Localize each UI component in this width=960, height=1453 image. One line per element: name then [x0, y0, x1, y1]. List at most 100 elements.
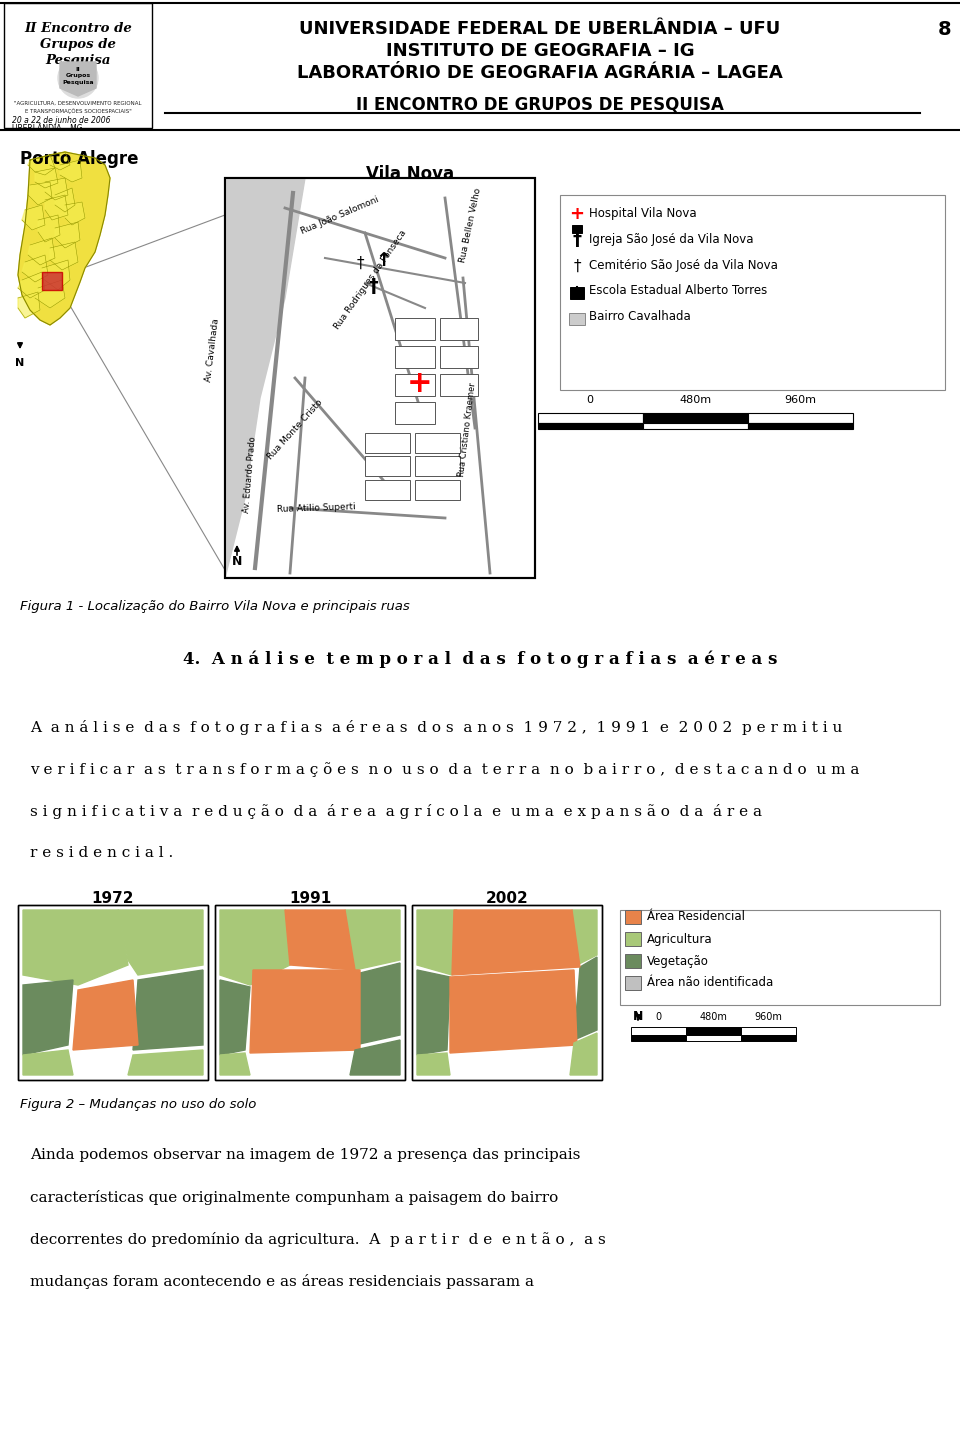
- Text: 20 a 22 de junho de 2006: 20 a 22 de junho de 2006: [12, 116, 110, 125]
- Polygon shape: [417, 1053, 450, 1075]
- Text: N: N: [15, 357, 25, 368]
- Polygon shape: [220, 910, 290, 985]
- Polygon shape: [35, 169, 58, 187]
- Text: Vila Nova: Vila Nova: [366, 166, 454, 183]
- Polygon shape: [452, 910, 580, 975]
- Polygon shape: [38, 215, 60, 243]
- Text: INSTITUTO DE GEOGRAFIA – IG: INSTITUTO DE GEOGRAFIA – IG: [386, 42, 694, 60]
- Bar: [415, 456, 460, 477]
- Text: +: +: [407, 369, 433, 398]
- Text: Agricultura: Agricultura: [647, 933, 712, 946]
- Text: mudanças foram acontecendo e as áreas residenciais passaram a: mudanças foram acontecendo e as áreas re…: [30, 1274, 534, 1289]
- Bar: [412, 905, 602, 1080]
- Polygon shape: [28, 182, 52, 205]
- Text: 8: 8: [938, 20, 951, 39]
- Text: v e r i f i c a r  a s  t r a n s f o r m a ç õ e s  n o  u s o  d a  t e r r a : v e r i f i c a r a s t r a n s f o r m …: [30, 761, 859, 777]
- Polygon shape: [18, 272, 45, 298]
- Polygon shape: [417, 910, 457, 975]
- Text: UBERLÂNDIA – MG: UBERLÂNDIA – MG: [12, 124, 83, 134]
- Polygon shape: [350, 1040, 400, 1075]
- Text: Grupos de: Grupos de: [40, 38, 116, 51]
- Bar: [748, 413, 853, 423]
- Text: †: †: [573, 259, 581, 273]
- Bar: [225, 179, 535, 578]
- Polygon shape: [450, 971, 577, 1053]
- Bar: [569, 312, 585, 325]
- Text: LABORATÓRIO DE GEOGRAFIA AGRÁRIA – LAGEA: LABORATÓRIO DE GEOGRAFIA AGRÁRIA – LAGEA: [298, 64, 782, 81]
- Polygon shape: [22, 205, 45, 230]
- Polygon shape: [35, 280, 65, 308]
- Bar: [415, 479, 460, 500]
- Text: 960m: 960m: [754, 1011, 782, 1021]
- Bar: [415, 433, 460, 453]
- Bar: [365, 456, 410, 477]
- Bar: [395, 402, 435, 424]
- Bar: [643, 413, 748, 423]
- Polygon shape: [50, 153, 70, 170]
- Text: Av. Eduardo Prado: Av. Eduardo Prado: [242, 436, 258, 513]
- Polygon shape: [574, 958, 597, 1040]
- Bar: [440, 346, 478, 368]
- Polygon shape: [572, 910, 597, 965]
- Bar: [215, 905, 405, 1080]
- Polygon shape: [18, 292, 40, 318]
- Polygon shape: [42, 260, 70, 291]
- Polygon shape: [55, 187, 75, 212]
- Text: 2002: 2002: [486, 891, 528, 907]
- Bar: [538, 423, 643, 429]
- Text: 480m: 480m: [699, 1011, 727, 1021]
- Text: ↑: ↑: [374, 250, 391, 269]
- Bar: [395, 318, 435, 340]
- Text: Ainda podemos observar na imagem de 1972 a presença das principais: Ainda podemos observar na imagem de 1972…: [30, 1148, 581, 1162]
- Text: †: †: [356, 256, 364, 270]
- Bar: [625, 976, 641, 989]
- Text: Rua Monte Cristo: Rua Monte Cristo: [266, 398, 324, 462]
- Bar: [631, 1027, 686, 1035]
- Bar: [625, 931, 641, 946]
- Polygon shape: [285, 910, 355, 971]
- Text: 960m: 960m: [784, 395, 816, 405]
- Bar: [440, 318, 478, 340]
- Text: Área não identificada: Área não identificada: [647, 976, 773, 989]
- Polygon shape: [250, 971, 360, 1053]
- Polygon shape: [417, 971, 450, 1055]
- Text: Área Residencial: Área Residencial: [647, 911, 745, 924]
- Bar: [741, 1035, 796, 1040]
- Bar: [631, 1035, 686, 1040]
- Bar: [570, 288, 584, 299]
- Bar: [4, 3, 152, 128]
- Text: Pesquisa: Pesquisa: [45, 54, 110, 67]
- Polygon shape: [23, 1051, 73, 1075]
- Text: Vegetação: Vegetação: [647, 955, 708, 968]
- Text: E TRANSFORMAÇÕES SOCIOESPACIAIS": E TRANSFORMAÇÕES SOCIOESPACIAIS": [25, 108, 132, 113]
- Text: Cemitério São José da Vila Nova: Cemitério São José da Vila Nova: [589, 259, 778, 272]
- Polygon shape: [128, 1051, 203, 1075]
- Polygon shape: [23, 979, 73, 1055]
- Bar: [625, 955, 641, 968]
- Bar: [225, 179, 535, 578]
- Bar: [741, 1027, 796, 1035]
- Text: UNIVERSIDADE FEDERAL DE UBERLÂNDIA – UFU: UNIVERSIDADE FEDERAL DE UBERLÂNDIA – UFU: [300, 20, 780, 38]
- Bar: [686, 1027, 741, 1035]
- Circle shape: [58, 58, 98, 97]
- Text: 1972: 1972: [92, 891, 134, 907]
- Text: 4.  A n á l i s e  t e m p o r a l  d a s  f o t o g r a f i a s  a é r e a s: 4. A n á l i s e t e m p o r a l d a s f…: [182, 649, 778, 667]
- Bar: [748, 423, 853, 429]
- Polygon shape: [50, 243, 78, 270]
- Bar: [440, 373, 478, 397]
- Polygon shape: [45, 179, 68, 201]
- Bar: [412, 905, 602, 1080]
- Text: Rua Bellen Velho: Rua Bellen Velho: [458, 187, 482, 263]
- Text: Escola Estadual Alberto Torres: Escola Estadual Alberto Torres: [589, 285, 767, 298]
- Text: Rua Rodrigues da Fonseca: Rua Rodrigues da Fonseca: [332, 228, 408, 331]
- Text: †: †: [368, 276, 378, 295]
- Polygon shape: [18, 153, 110, 325]
- Text: +: +: [569, 205, 585, 222]
- Text: 0: 0: [587, 395, 593, 405]
- Bar: [560, 195, 945, 389]
- Text: Rua Atilio Superti: Rua Atilio Superti: [276, 503, 355, 514]
- Text: N: N: [231, 555, 242, 568]
- Text: s i g n i f i c a t i v a  r e d u ç ã o  d a  á r e a  a g r í c o l a  e  u m : s i g n i f i c a t i v a r e d u ç ã o …: [30, 804, 762, 819]
- Polygon shape: [23, 910, 128, 985]
- Polygon shape: [60, 62, 96, 96]
